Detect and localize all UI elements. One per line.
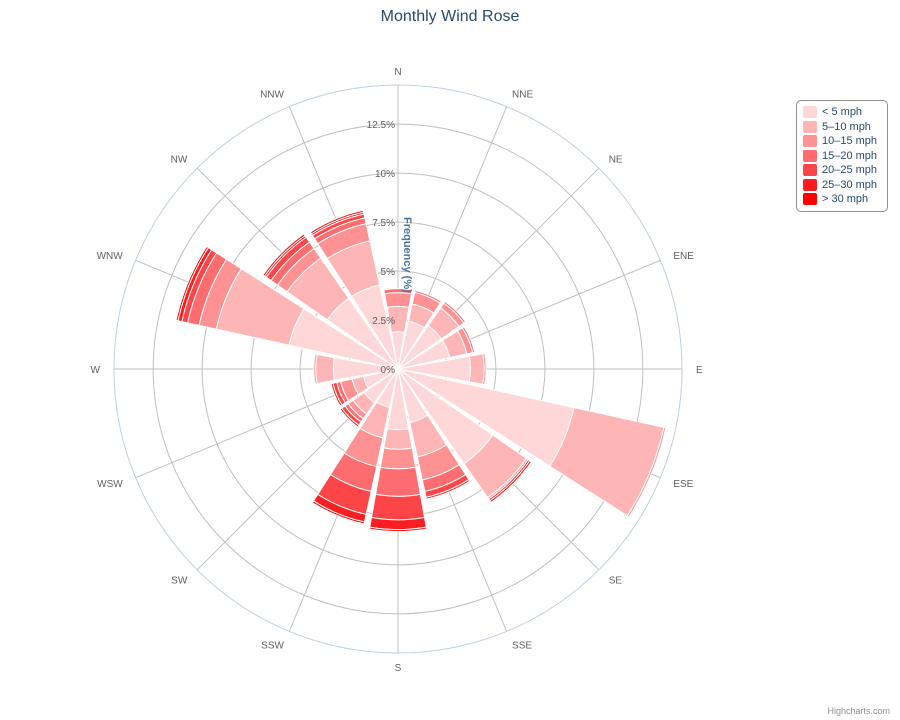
y-tick-label: 0% [381,365,396,376]
wedge-e-series-2 [482,352,487,386]
wedge-s-series-4 [370,493,426,521]
legend-swatch [803,106,817,119]
wedge-sse-series-5 [425,478,471,500]
legend-item[interactable]: 20–25 mph [797,163,887,178]
chart-title: Monthly Wind Rose [380,8,520,25]
direction-label-nnw: NNW [260,90,284,101]
legend-label: < 5 mph [822,106,863,119]
wedge-nnw-series-6 [309,209,365,235]
wedge-s-series-6 [368,526,428,533]
wedge-ssw-series-6 [311,500,366,525]
legend-item[interactable]: > 30 mph [797,192,887,207]
y-tick-label: 5% [381,267,396,278]
legend-item[interactable]: 10–15 mph [797,134,887,149]
y-tick-label: 10% [375,169,395,180]
legend-label: 10–15 mph [822,135,878,148]
wedge-ene-series-3 [461,326,476,354]
legend-item[interactable]: 5–10 mph [797,120,887,135]
legend-label: > 30 mph [822,193,869,206]
direction-label-w: W [91,365,101,376]
legend-item[interactable]: 25–30 mph [797,178,887,193]
direction-label-wnw: WNW [97,251,124,262]
direction-label-ne: NE [609,154,623,165]
legend-swatch [803,135,817,148]
direction-label-nne: NNE [512,90,533,101]
legend-label: 15–20 mph [822,149,878,162]
legend-swatch [803,178,817,191]
direction-label-ssw: SSW [261,640,284,651]
legend-item[interactable]: < 5 mph [797,105,887,120]
wedge-n-series-3 [383,288,413,295]
direction-label-sw: SW [171,576,188,587]
wedge-w-series-2 [313,353,318,385]
legend-swatch [803,164,817,177]
legend-swatch [803,120,817,133]
wedge-s-series-2 [379,447,417,470]
legend-swatch [803,193,817,206]
wedge-e-series-1 [468,353,485,385]
wedge-w-series-1 [315,353,335,385]
wedge-wsw-series-5 [330,382,343,407]
legend-item[interactable]: 15–20 mph [797,149,887,164]
wedge-n-series-2 [383,292,413,308]
wedge-nw-series-6 [262,233,306,277]
direction-label-nw: NW [171,154,188,165]
legend-label: 25–30 mph [822,178,878,191]
legend-swatch [803,149,817,162]
direction-label-ene: ENE [673,251,694,262]
wedge-nne-series-3 [414,289,442,304]
direction-label-e: E [696,365,703,376]
direction-label-se: SE [609,576,623,587]
direction-label-ese: ESE [673,479,693,490]
wedge-s-series-3 [375,466,421,497]
y-tick-label: 12.5% [367,120,395,131]
wedge-se-series-6 [489,460,533,504]
credits-link[interactable]: Highcharts.com [827,706,890,716]
y-tick-label: 7.5% [372,218,395,229]
direction-label-wsw: WSW [97,479,123,490]
direction-label-n: N [394,67,401,78]
direction-label-sse: SSE [512,640,532,651]
y-tick-label: 2.5% [372,316,395,327]
wedge-sw-series-5 [339,407,360,428]
legend-label: 20–25 mph [822,164,878,177]
wedge-wnw-series-6 [175,245,209,322]
direction-label-s: S [395,663,402,674]
legend: < 5 mph 5–10 mph 10–15 mph 15–20 mph 20–25 m… [796,100,888,212]
wedge-ese-series-2 [626,426,667,518]
legend-label: 5–10 mph [822,120,871,133]
wedge-s-series-1 [383,428,413,450]
wedge-ne-series-3 [443,300,467,324]
y-axis-title: Frequency (%) [401,217,413,293]
